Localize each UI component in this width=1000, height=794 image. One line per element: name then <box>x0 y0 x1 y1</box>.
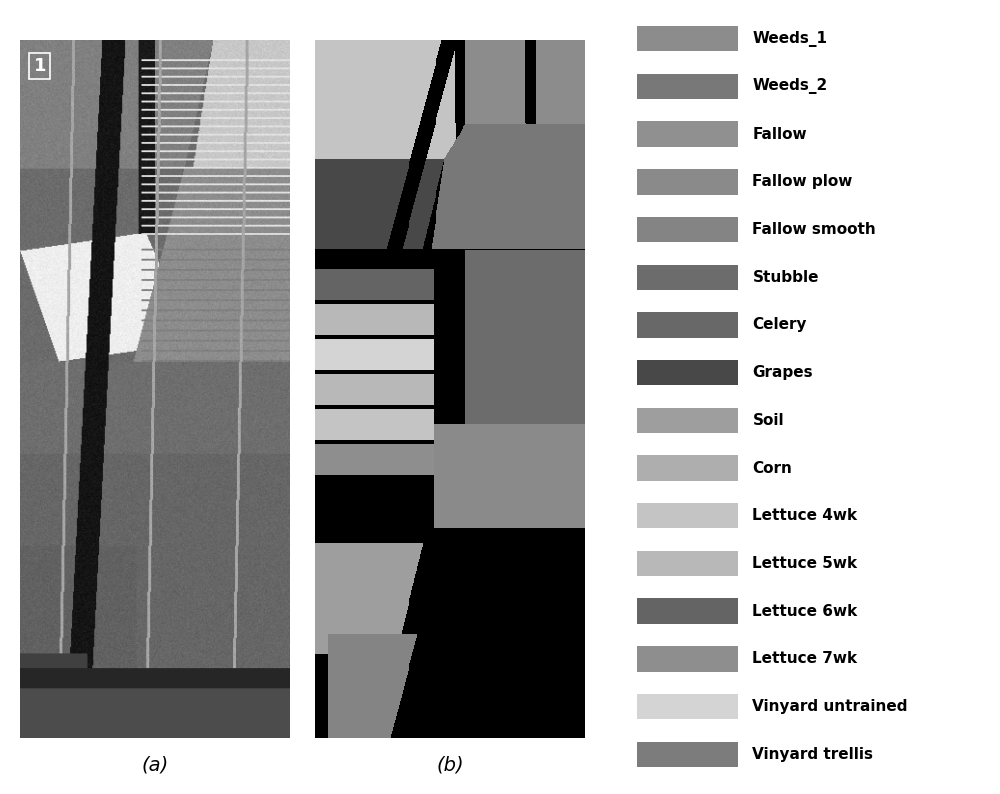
Bar <box>637 742 738 767</box>
Bar <box>637 455 738 480</box>
Text: Lettuce 7wk: Lettuce 7wk <box>752 651 858 666</box>
Text: Stubble: Stubble <box>752 270 819 285</box>
Text: Weeds_1: Weeds_1 <box>752 31 827 47</box>
Bar <box>637 121 738 147</box>
Bar <box>637 74 738 99</box>
Bar <box>637 694 738 719</box>
Text: (b): (b) <box>436 755 464 774</box>
Text: (a): (a) <box>141 755 169 774</box>
Text: Corn: Corn <box>752 461 792 476</box>
Bar <box>637 503 738 529</box>
Text: Lettuce 4wk: Lettuce 4wk <box>752 508 858 523</box>
Bar <box>637 407 738 433</box>
Text: Celery: Celery <box>752 318 807 333</box>
Text: 1: 1 <box>34 57 46 75</box>
Bar <box>637 169 738 195</box>
Bar <box>637 217 738 242</box>
Text: Grapes: Grapes <box>752 365 813 380</box>
Text: Vinyard untrained: Vinyard untrained <box>752 699 908 714</box>
Bar <box>637 312 738 337</box>
Bar <box>637 646 738 672</box>
Text: Weeds_2: Weeds_2 <box>752 79 828 94</box>
Text: Lettuce 5wk: Lettuce 5wk <box>752 556 858 571</box>
Text: Fallow: Fallow <box>752 127 807 141</box>
Bar <box>637 360 738 385</box>
Bar <box>637 551 738 576</box>
Bar <box>637 264 738 290</box>
Bar <box>637 26 738 52</box>
Text: Fallow smooth: Fallow smooth <box>752 222 876 237</box>
Bar <box>637 599 738 624</box>
Text: Fallow plow: Fallow plow <box>752 175 853 189</box>
Text: Vinyard trellis: Vinyard trellis <box>752 747 873 761</box>
Text: Lettuce 6wk: Lettuce 6wk <box>752 603 858 619</box>
Text: Soil: Soil <box>752 413 784 428</box>
